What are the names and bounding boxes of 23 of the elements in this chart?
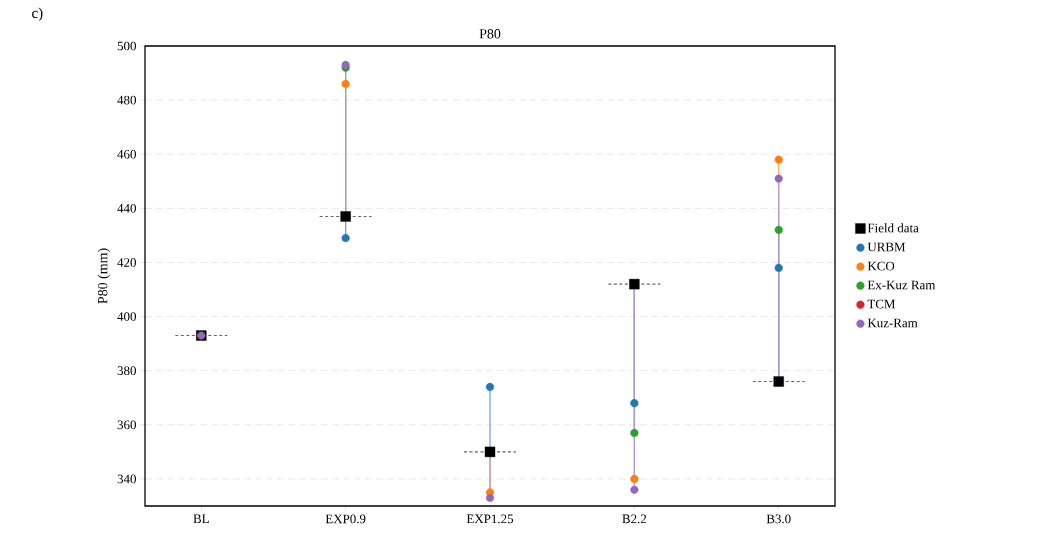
y-tick-label: 400 bbox=[117, 312, 136, 321]
legend-label: Field data bbox=[867, 223, 919, 233]
y-tick-label: 360 bbox=[117, 420, 136, 430]
legend-label: Kuz-Ram bbox=[867, 318, 918, 328]
y-tick-label: 420 bbox=[117, 258, 136, 267]
y-tick-label: 480 bbox=[117, 95, 136, 105]
legend-label: URBM bbox=[867, 242, 906, 252]
chart-title: P80 bbox=[479, 29, 501, 39]
y-axis-title: P80 (mm) bbox=[97, 248, 111, 304]
x-tick-label: EXP0.9 bbox=[325, 514, 366, 524]
y-tick-label: 440 bbox=[117, 203, 136, 213]
legend-label: TCM bbox=[867, 299, 896, 309]
x-tick-label: EXP1.25 bbox=[466, 514, 514, 524]
y-tick-label: 340 bbox=[117, 474, 136, 484]
y-tick-label: 380 bbox=[117, 366, 136, 376]
legend-label: KCO bbox=[867, 261, 895, 271]
x-tick-label: B2.2 bbox=[622, 514, 647, 524]
y-tick-label: 500 bbox=[117, 41, 136, 51]
y-tick-label: 460 bbox=[117, 149, 136, 159]
legend-label: Ex-Kuz Ram bbox=[867, 280, 936, 290]
x-tick-label: BL bbox=[193, 514, 209, 524]
text: c) bbox=[32, 7, 43, 22]
x-tick-label: B3.0 bbox=[766, 514, 791, 524]
